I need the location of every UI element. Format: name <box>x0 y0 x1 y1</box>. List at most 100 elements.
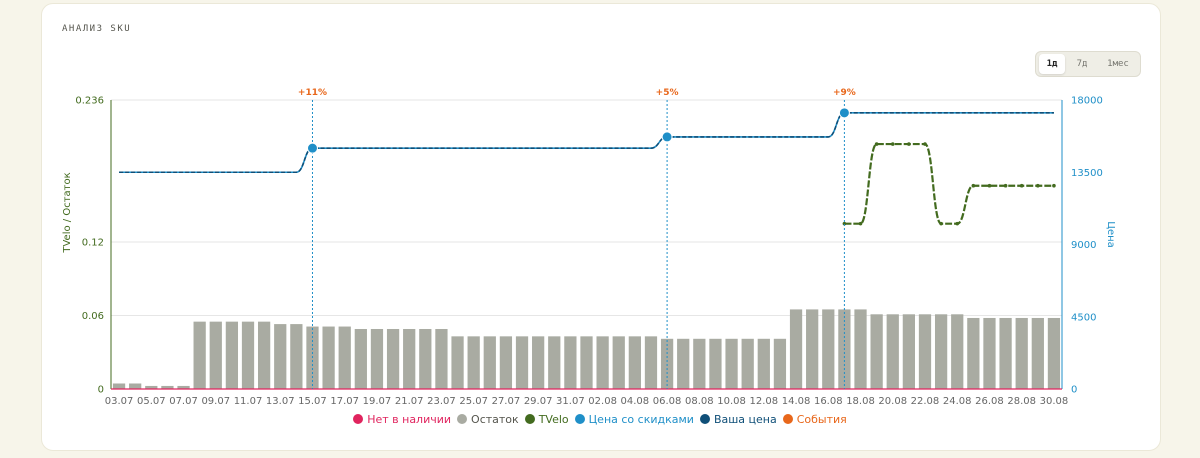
stock-bar <box>193 321 206 389</box>
tvelo-point <box>858 221 863 226</box>
stock-bar <box>209 321 222 389</box>
x-tick-label: 28.08 <box>1007 396 1036 407</box>
y-right-tick-label: 4500 <box>1071 312 1096 323</box>
stock-bar <box>612 336 625 389</box>
x-tick-label: 21.07 <box>395 396 424 407</box>
stock-bar <box>403 328 416 389</box>
stock-bar <box>918 314 932 389</box>
x-tick-label: 04.08 <box>621 396 650 407</box>
x-tick-label: 31.07 <box>556 396 585 407</box>
stock-bar <box>548 336 561 389</box>
x-tick-label: 25.07 <box>459 396 488 407</box>
event-label: +5% <box>656 88 679 98</box>
range-1m-button[interactable]: 1мес <box>1107 59 1129 69</box>
legend-item[interactable]: Нет в наличии <box>353 413 451 426</box>
x-tick-label: 23.07 <box>427 396 456 407</box>
legend-label: Нет в наличии <box>367 413 452 426</box>
legend-dot-icon <box>782 414 793 424</box>
stock-bar <box>370 328 384 389</box>
stock-bar <box>515 336 529 389</box>
stock-bar <box>902 314 915 389</box>
legend-label: Ваша цена <box>713 413 777 426</box>
tvelo-point <box>971 183 976 188</box>
tvelo-point <box>874 142 879 146</box>
tvelo-point <box>1036 183 1040 188</box>
event-label: +9% <box>833 88 856 98</box>
card-title: АНАЛИЗ SKU <box>62 24 132 34</box>
x-tick-label: 06.08 <box>653 396 682 407</box>
x-tick-label: 05.07 <box>137 396 166 407</box>
legend-label: Остаток <box>471 413 519 426</box>
x-tick-label: 03.07 <box>105 396 134 407</box>
stock-bar <box>290 324 303 389</box>
event-price-point <box>661 131 673 143</box>
stock-bar <box>338 326 351 389</box>
your-price-line <box>119 112 1054 174</box>
tvelo-point <box>890 142 895 146</box>
stock-bar <box>806 309 819 389</box>
tvelo-point <box>1052 183 1056 188</box>
stock-bar <box>241 321 255 389</box>
stock-bar <box>580 336 593 389</box>
stock-bar <box>145 385 158 389</box>
x-tick-label: 30.08 <box>1040 396 1069 407</box>
stock-bar <box>596 336 609 389</box>
legend-dot-icon <box>574 414 585 424</box>
range-selector: 1д 7д 1мес <box>1035 51 1141 77</box>
x-tick-label: 20.08 <box>878 396 907 407</box>
legend-item[interactable]: События <box>782 413 847 426</box>
tvelo-point <box>987 183 992 188</box>
stock-bar <box>660 338 674 389</box>
stock-bar <box>532 336 545 389</box>
stock-bar <box>757 338 770 389</box>
range-7d-button[interactable]: 7д <box>1076 59 1088 69</box>
discount-price-line <box>119 112 1054 174</box>
y-right-tick-label: 0 <box>1071 385 1077 396</box>
x-tick-label: 26.08 <box>975 396 1004 407</box>
y-left-tick-label: 0.12 <box>82 238 104 249</box>
stock-bar <box>225 321 239 389</box>
x-tick-label: 18.08 <box>846 396 875 407</box>
stock-bar <box>999 317 1012 389</box>
x-tick-label: 07.07 <box>169 396 198 407</box>
y-right-tick-label: 13500 <box>1071 168 1103 179</box>
y-right-axis-title: Цена <box>1105 221 1116 248</box>
x-tick-label: 09.07 <box>201 396 230 407</box>
range-1d-button[interactable]: 1д <box>1039 54 1065 74</box>
tvelo-line <box>844 142 1054 225</box>
x-tick-label: 27.07 <box>492 396 521 407</box>
stock-bar <box>322 326 335 389</box>
tvelo-point <box>923 142 927 146</box>
legend-item[interactable]: Ваша цена <box>699 413 777 426</box>
legend-dot-icon <box>353 414 364 424</box>
event-label: +11% <box>298 88 327 98</box>
x-tick-label: 19.07 <box>363 396 392 407</box>
stock-bar <box>644 336 658 389</box>
stock-bar <box>628 336 641 389</box>
legend-label: Цена со скидками <box>588 413 694 426</box>
legend-item[interactable]: Цена со скидками <box>574 413 694 426</box>
legend-item[interactable]: Остаток <box>457 413 519 426</box>
stock-bar <box>854 309 867 389</box>
stock-bar <box>161 385 174 389</box>
stock-bar <box>1031 317 1044 389</box>
stock-bar <box>386 328 400 389</box>
y-left-tick-label: 0.06 <box>82 311 104 322</box>
stock-bar <box>499 336 513 389</box>
stock-bar <box>677 338 690 389</box>
stock-bar <box>467 336 480 389</box>
x-tick-label: 14.08 <box>782 396 811 407</box>
x-tick-label: 29.07 <box>524 396 553 407</box>
chart-legend: Нет в наличии Остаток TVelo Цена со скидкам… <box>0 413 1200 426</box>
legend-dot-icon <box>524 414 535 424</box>
stock-bar <box>354 328 367 389</box>
x-tick-label: 11.07 <box>234 396 263 407</box>
stock-bar <box>934 314 948 389</box>
stock-bar <box>870 314 883 389</box>
stock-bar <box>1015 317 1028 389</box>
event-price-point <box>838 107 850 119</box>
stock-bar <box>693 338 706 389</box>
legend-item[interactable]: TVelo <box>524 413 569 426</box>
stock-bar <box>435 328 448 389</box>
